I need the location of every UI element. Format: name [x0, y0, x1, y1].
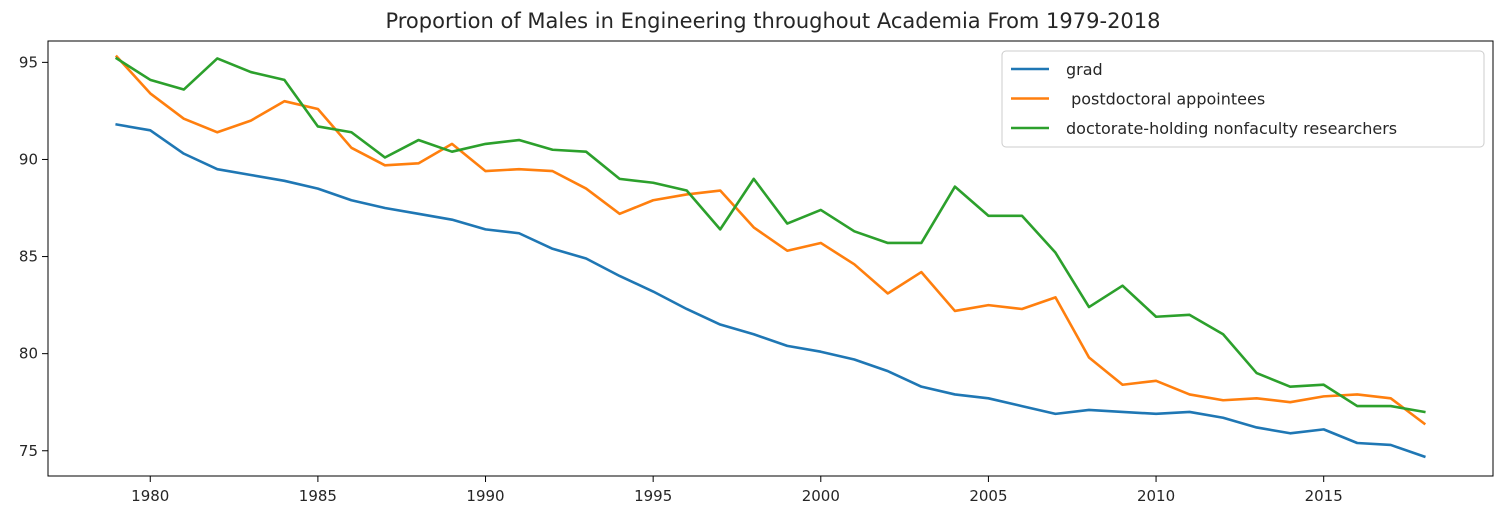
legend-frame	[1001, 50, 1485, 148]
x-tick-label: 1980	[131, 487, 169, 505]
x-tick-label: 1990	[466, 487, 504, 505]
x-tick-label: 1985	[299, 487, 337, 505]
legend-label-1: postdoctoral appointees	[1066, 90, 1265, 109]
y-tick-label: 75	[19, 442, 38, 460]
y-axis: 75 80 85 90 95	[19, 53, 48, 460]
plot-frame	[47, 40, 1494, 477]
y-tick-label: 80	[19, 345, 38, 363]
x-tick-label: 2000	[802, 487, 840, 505]
legend-label-2: doctorate-holding nonfaculty researchers	[1066, 119, 1397, 138]
series-line-0	[115, 122, 1426, 459]
x-axis: 1980 1985 1990 1995 2000 2005 2010 2015	[131, 476, 1343, 505]
legend-label-0: grad	[1066, 60, 1103, 79]
x-tick-label: 2010	[1137, 487, 1175, 505]
series-layer	[114, 54, 1427, 459]
series-line-2	[114, 56, 1426, 414]
y-tick-label: 90	[19, 150, 38, 168]
y-tick-label: 85	[19, 248, 38, 266]
y-tick-label: 95	[19, 53, 38, 71]
chart-title: Proportion of Males in Engineering throu…	[385, 9, 1160, 33]
x-tick-label: 2015	[1305, 487, 1343, 505]
legend: grad postdoctoral appointees doctorate-ho…	[1001, 50, 1485, 148]
x-tick-label: 2005	[969, 487, 1007, 505]
x-tick-label: 1995	[634, 487, 672, 505]
